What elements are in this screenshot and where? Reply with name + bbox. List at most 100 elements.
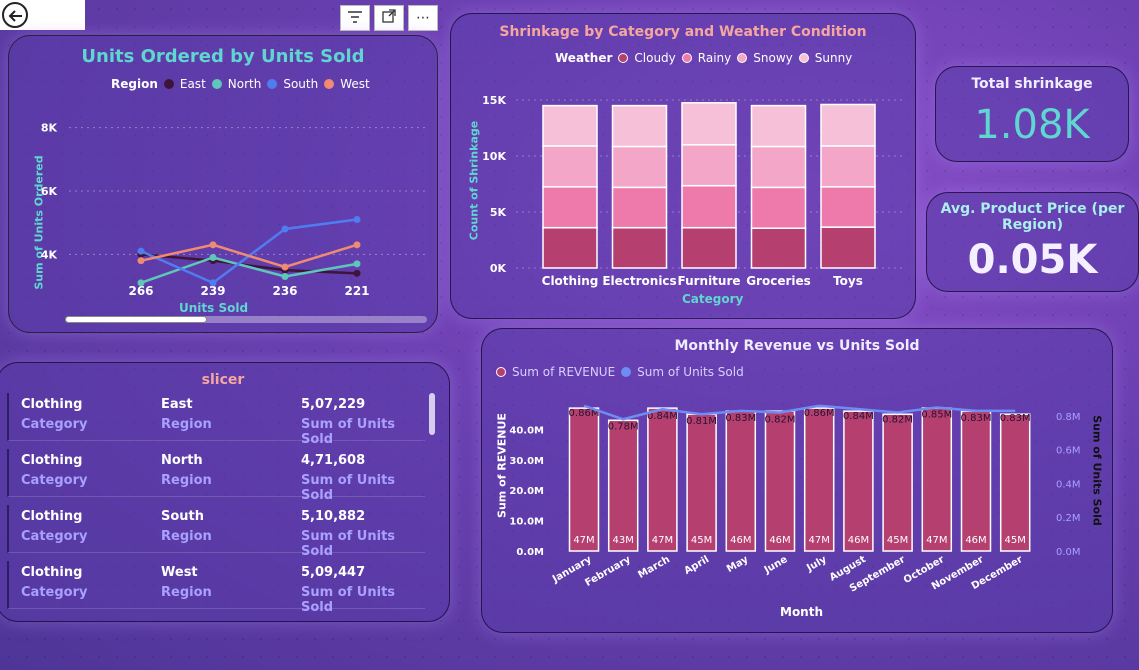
legend-label-north: North [227,77,262,91]
revenue-data-label: 46M [769,535,790,546]
avg-price-card[interactable]: Avg. Product Price (per Region) 0.05K [926,192,1139,292]
slicer-category-value: Clothing [21,509,83,524]
y2-tick-label: 0.8M [1056,412,1081,423]
x-tick-label: April [682,554,711,577]
shrinkage-chart-panel[interactable]: Shrinkage by Category and Weather Condit… [450,13,916,319]
more-options-icon: ⋯ [416,10,430,26]
units-sold-line [583,404,1016,421]
x-tick-label: 266 [128,284,153,298]
slicer-row[interactable]: Clothing Category East Region 5,07,229 Sum of… [7,393,425,447]
units-data-label: 0.83M [1000,413,1031,424]
legend-marker-snowy [737,53,748,63]
revenue-data-label: 46M [965,535,986,546]
revenue-chart-plot[interactable]: 0.0M 10.0M 20.0M 30.0M 40.0M 0.0M 0.2M 0.4M 0.6M… [482,329,1114,634]
focus-mode-icon [381,8,397,28]
slicer-units-label: Sum of Units Sold [301,417,396,447]
stacked-bar-segment-cloudy [820,226,876,269]
y2-tick-label: 0.0M [1056,547,1081,558]
total-shrinkage-title: Total shrinkage [971,76,1093,92]
x-tick-label: Groceries [746,274,811,288]
filter-icon [347,9,363,28]
revenue-data-label: 47M [926,535,947,546]
line-chart-panel[interactable]: Units Ordered by Units Sold Region East … [8,35,438,333]
legend-label-west: West [340,77,370,91]
scrollbar-thumb[interactable] [65,316,207,323]
line-chart-plot[interactable]: 4K 6K 8K 266 239 236 221 [9,36,439,334]
slicer-panel[interactable]: slicer Clothing Category East Region 5,07,22… [0,362,450,622]
legend-label-revenue: Sum of REVENUE [512,365,616,379]
more-options-button[interactable]: ⋯ [408,5,438,31]
back-arrow-icon[interactable] [2,2,28,28]
revenue-bar [686,413,717,552]
slicer-region-label: Region [161,585,212,600]
revenue-data-label: 45M [887,535,908,546]
legend-marker-west [324,79,335,89]
legend-marker-units [621,367,632,377]
x-tick-label: Electronics [602,274,676,288]
y-tick-label: 0.0M [516,547,544,558]
slicer-category-label: Category [21,417,88,432]
legend-marker-sunny [798,53,809,63]
slicer-units-value: 5,07,229 [301,397,366,412]
revenue-bar [725,410,757,552]
data-point-south [353,216,361,223]
slicer-units-value: 4,71,608 [301,453,366,468]
slicer-region-value: South [161,509,205,524]
slicer-scrollbar[interactable] [429,393,435,435]
revenue-data-label: 45M [1005,535,1026,546]
revenue-data-label: 47M [652,535,673,546]
shrinkage-chart-plot[interactable]: 0K 5K 10K 15K Clothing Electronics Furniture Gr… [451,14,917,320]
slicer-row[interactable]: Clothing Category South Region 5,10,882 Sum o… [7,505,425,559]
legend-marker-rainy [681,53,692,63]
slicer-row[interactable]: Clothing Category West Region 5,09,447 Sum of… [7,561,425,615]
slicer-units-label: Sum of Units Sold [301,585,396,615]
legend-label-rainy: Rainy [697,51,732,65]
revenue-bar [607,419,639,552]
slicer-category-value: Clothing [21,565,83,580]
slicer-row[interactable]: Clothing Category North Region 4,71,608 Sum o… [7,449,425,503]
total-shrinkage-card[interactable]: Total shrinkage 1.08K [935,66,1129,162]
legend-label-units: Sum of Units Sold [637,365,744,379]
data-point-west [137,257,145,265]
revenue-x-axis-label: Month [780,605,824,619]
revenue-legend: Sum of REVENUE Sum of Units Sold [496,365,744,379]
y2-tick-label: 0.6M [1056,446,1081,457]
y-tick-label: 10.0M [509,517,544,528]
slicer-category-label: Category [21,585,88,600]
revenue-chart-title: Monthly Revenue vs Units Sold [674,338,920,354]
slicer-units-label: Sum of Units Sold [301,529,396,559]
revenue-data-label: 47M [809,535,830,546]
stacked-bar-segment-rainy [542,186,598,229]
stacked-bar-segment-snowy [542,145,598,188]
stacked-bar-segment-snowy [611,145,668,189]
shrinkage-chart-title: Shrinkage by Category and Weather Condit… [499,24,867,40]
avg-price-title: Avg. Product Price (per Region) [940,201,1125,233]
slicer-units-value: 5,10,882 [301,509,366,524]
revenue-bar [647,407,678,552]
legend-label-south: South [283,77,319,91]
revenue-bar [960,410,992,552]
y-tick-label: 20.0M [509,486,544,497]
data-point-north [209,254,217,261]
filter-button[interactable] [340,5,370,31]
series-line-north [140,256,358,285]
revenue-chart-panel[interactable]: Monthly Revenue vs Units Sold Sum of REV… [481,328,1113,633]
y-tick-label: 15K [482,94,506,107]
stacked-bar-segment-cloudy [611,226,668,269]
horizontal-scrollbar[interactable] [65,316,427,323]
stacked-bar-segment-rainy [681,184,737,229]
x-tick-label: Furniture [677,274,740,288]
legend-title: Weather [555,51,613,65]
slicer-category-value: Clothing [21,453,83,468]
units-data-label: 0.85M [921,409,952,420]
line-chart-title: Units Ordered by Units Sold [81,46,365,67]
legend-label-sunny: Sunny [814,51,853,65]
revenue-bar [803,407,835,552]
x-tick-label: March [636,554,672,581]
data-point-south [137,247,145,255]
legend-title: Region [111,77,158,91]
back-button-area[interactable] [0,0,85,30]
revenue-bar [843,410,874,552]
focus-mode-button[interactable] [374,5,404,31]
slicer-units-value: 5,09,447 [301,565,366,580]
